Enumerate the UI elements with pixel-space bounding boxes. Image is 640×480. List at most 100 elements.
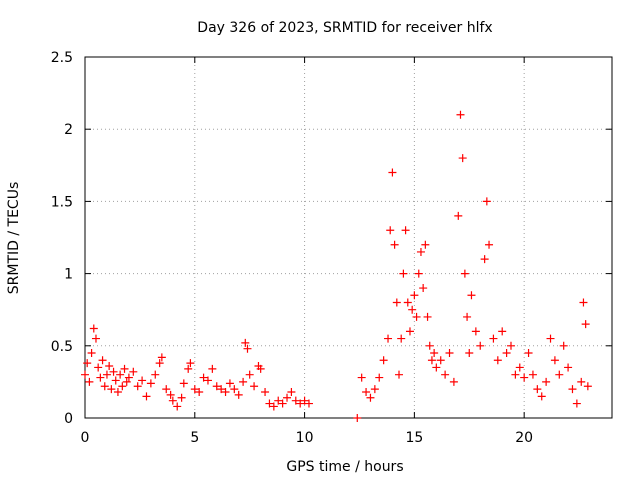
data-point <box>362 388 371 397</box>
x-tick-label-2: 10 <box>296 430 314 446</box>
data-point <box>441 370 450 379</box>
data-point <box>261 388 270 397</box>
data-point <box>401 226 410 235</box>
data-point <box>173 402 182 411</box>
data-point <box>467 291 476 300</box>
data-point <box>564 363 573 372</box>
data-point <box>386 226 395 235</box>
data-point <box>357 373 366 382</box>
x-tick-label-4: 20 <box>515 430 533 446</box>
data-point <box>300 396 309 405</box>
x-tick-label-0: 0 <box>81 430 90 446</box>
data-point <box>94 363 103 372</box>
data-point <box>203 376 212 385</box>
data-point <box>366 393 375 402</box>
data-point <box>537 392 546 401</box>
data-point <box>105 362 114 371</box>
data-point <box>423 312 432 321</box>
data-point <box>528 370 537 379</box>
data-point <box>199 373 208 382</box>
data-point <box>221 388 230 397</box>
data-point <box>421 240 430 249</box>
data-point <box>133 382 142 391</box>
data-point <box>291 396 300 405</box>
data-point <box>107 385 116 394</box>
data-point <box>142 392 151 401</box>
data-point <box>157 353 166 362</box>
data-point <box>146 379 155 388</box>
data-point <box>168 396 177 405</box>
data-point <box>436 356 445 365</box>
plot-frame <box>84 56 613 419</box>
data-point <box>465 349 474 358</box>
data-point <box>190 385 199 394</box>
data-point <box>430 349 439 358</box>
data-point <box>256 364 265 373</box>
data-point <box>581 320 590 329</box>
data-point <box>91 334 100 343</box>
data-point <box>116 370 125 379</box>
data-point <box>524 349 533 358</box>
data-point <box>138 376 147 385</box>
data-point <box>476 341 485 350</box>
data-point <box>243 344 252 353</box>
data-point <box>269 402 278 411</box>
x-tick-label-3: 15 <box>405 430 423 446</box>
data-point <box>449 377 458 386</box>
data-point <box>493 356 502 365</box>
data-point <box>155 359 164 368</box>
y-tick-label-4: 2 <box>64 122 73 138</box>
data-point <box>179 379 188 388</box>
data-point <box>118 382 127 391</box>
data-point <box>482 197 491 206</box>
data-point <box>195 388 204 397</box>
data-point <box>217 385 226 394</box>
data-point <box>559 341 568 350</box>
data-point <box>489 334 498 343</box>
data-point <box>124 373 133 382</box>
data-point <box>520 373 529 382</box>
data-point <box>427 356 436 365</box>
data-point <box>245 370 254 379</box>
data-point <box>278 399 287 408</box>
data-point <box>456 110 465 119</box>
data-point <box>416 247 425 256</box>
data-point <box>388 168 397 177</box>
data-point <box>568 385 577 394</box>
data-point <box>533 385 542 394</box>
data-point <box>506 341 515 350</box>
data-point <box>81 370 89 379</box>
data-point <box>122 377 131 386</box>
data-point <box>287 388 296 397</box>
data-point <box>403 298 412 307</box>
data-point <box>390 240 399 249</box>
data-point <box>425 341 434 350</box>
data-point <box>405 327 414 336</box>
data-point <box>432 363 441 372</box>
data-point <box>111 376 120 385</box>
y-tick-label-2: 1 <box>64 267 73 283</box>
chart-title: Day 326 of 2023, SRMTID for receiver hlf… <box>197 20 492 36</box>
data-point <box>542 377 551 386</box>
axis-ticks: 0 5 10 15 20 0 0.5 1 1.5 2 2.5 <box>51 50 612 446</box>
data-point <box>87 349 96 358</box>
data-point <box>392 298 401 307</box>
data-points <box>81 110 592 422</box>
data-point <box>230 385 239 394</box>
data-point <box>515 363 524 372</box>
y-tick-label-3: 1.5 <box>51 194 73 210</box>
data-point <box>184 364 193 373</box>
data-point <box>250 382 259 391</box>
data-point <box>408 305 417 314</box>
data-point <box>498 327 507 336</box>
data-point <box>304 399 313 408</box>
data-point <box>177 393 186 402</box>
data-point <box>208 364 217 373</box>
y-axis-label: SRMTID / TECUs <box>6 182 22 295</box>
x-tick-label-1: 5 <box>190 430 199 446</box>
data-point <box>212 382 221 391</box>
data-point <box>102 370 111 379</box>
data-point <box>460 269 469 278</box>
data-point <box>502 349 511 358</box>
